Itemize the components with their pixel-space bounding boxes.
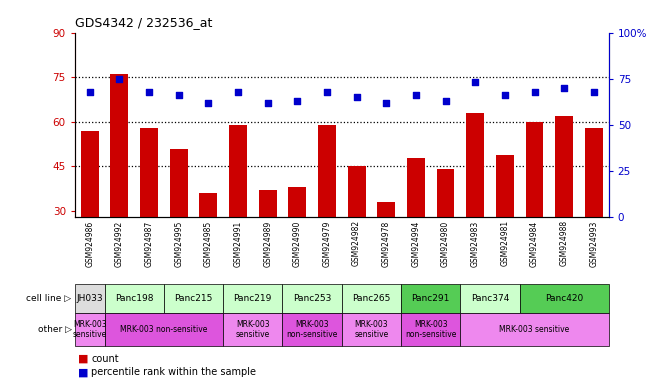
Text: GSM924990: GSM924990 bbox=[293, 220, 302, 267]
Text: ■: ■ bbox=[78, 367, 89, 377]
Text: Panc198: Panc198 bbox=[115, 294, 154, 303]
Text: JH033: JH033 bbox=[76, 294, 103, 303]
Bar bbox=[519, 284, 609, 313]
Point bbox=[85, 89, 95, 95]
Bar bbox=[342, 313, 401, 346]
Text: MRK-003
non-sensitive: MRK-003 non-sensitive bbox=[405, 319, 456, 339]
Text: GSM924995: GSM924995 bbox=[174, 220, 183, 267]
Text: GSM924992: GSM924992 bbox=[115, 220, 124, 266]
Bar bbox=[199, 193, 217, 300]
Text: GSM924987: GSM924987 bbox=[145, 220, 154, 266]
Bar bbox=[288, 187, 306, 300]
Bar bbox=[496, 154, 514, 300]
Point bbox=[262, 99, 273, 106]
Text: GSM924982: GSM924982 bbox=[352, 220, 361, 266]
Bar bbox=[105, 284, 164, 313]
Text: Panc265: Panc265 bbox=[352, 294, 391, 303]
Bar bbox=[258, 190, 277, 300]
Point bbox=[411, 92, 421, 98]
Text: Panc374: Panc374 bbox=[471, 294, 509, 303]
Point bbox=[114, 76, 124, 82]
Text: GSM924994: GSM924994 bbox=[411, 220, 421, 267]
Bar bbox=[283, 284, 342, 313]
Bar bbox=[460, 313, 609, 346]
Text: Panc420: Panc420 bbox=[545, 294, 583, 303]
Text: GSM924981: GSM924981 bbox=[501, 220, 509, 266]
Bar bbox=[318, 125, 336, 300]
Bar bbox=[223, 284, 283, 313]
Bar bbox=[283, 313, 342, 346]
Point bbox=[322, 89, 332, 95]
Point bbox=[292, 98, 303, 104]
Bar bbox=[378, 202, 395, 300]
Bar bbox=[105, 313, 223, 346]
Text: percentile rank within the sample: percentile rank within the sample bbox=[91, 367, 256, 377]
Text: count: count bbox=[91, 354, 118, 364]
Point bbox=[559, 85, 570, 91]
Text: GSM924978: GSM924978 bbox=[381, 220, 391, 266]
Text: GSM924979: GSM924979 bbox=[322, 220, 331, 267]
Text: cell line ▷: cell line ▷ bbox=[27, 294, 72, 303]
Bar bbox=[75, 284, 105, 313]
Bar bbox=[170, 149, 187, 300]
Point bbox=[589, 89, 599, 95]
Bar bbox=[348, 166, 365, 300]
Bar bbox=[223, 313, 283, 346]
Text: GSM924991: GSM924991 bbox=[234, 220, 242, 266]
Point bbox=[233, 89, 243, 95]
Bar bbox=[401, 284, 460, 313]
Text: ■: ■ bbox=[78, 354, 89, 364]
Text: MRK-003
sensitive: MRK-003 sensitive bbox=[236, 319, 270, 339]
Text: GSM924988: GSM924988 bbox=[560, 220, 569, 266]
Bar bbox=[164, 284, 223, 313]
Point bbox=[173, 92, 184, 98]
Text: MRK-003
non-sensitive: MRK-003 non-sensitive bbox=[286, 319, 338, 339]
Text: Panc215: Panc215 bbox=[174, 294, 213, 303]
Text: GSM924983: GSM924983 bbox=[471, 220, 480, 266]
Text: GSM924985: GSM924985 bbox=[204, 220, 213, 266]
Text: GDS4342 / 232536_at: GDS4342 / 232536_at bbox=[75, 16, 212, 29]
Point bbox=[144, 89, 154, 95]
Text: Panc219: Panc219 bbox=[234, 294, 272, 303]
Text: MRK-003
sensitive: MRK-003 sensitive bbox=[72, 319, 107, 339]
Text: GSM924989: GSM924989 bbox=[263, 220, 272, 266]
Bar bbox=[401, 313, 460, 346]
Bar bbox=[229, 125, 247, 300]
Text: GSM924986: GSM924986 bbox=[85, 220, 94, 266]
Bar bbox=[75, 313, 105, 346]
Text: GSM924980: GSM924980 bbox=[441, 220, 450, 266]
Bar bbox=[81, 131, 98, 300]
Text: MRK-003 non-sensitive: MRK-003 non-sensitive bbox=[120, 325, 208, 334]
Bar bbox=[342, 284, 401, 313]
Bar bbox=[140, 128, 158, 300]
Text: GSM924993: GSM924993 bbox=[589, 220, 598, 267]
Bar bbox=[111, 74, 128, 300]
Point bbox=[470, 79, 480, 86]
Bar bbox=[407, 157, 425, 300]
Text: GSM924984: GSM924984 bbox=[530, 220, 539, 266]
Point bbox=[352, 94, 362, 100]
Point bbox=[440, 98, 450, 104]
Point bbox=[203, 99, 214, 106]
Point bbox=[381, 99, 391, 106]
Text: Panc253: Panc253 bbox=[293, 294, 331, 303]
Text: Panc291: Panc291 bbox=[411, 294, 450, 303]
Bar bbox=[437, 169, 454, 300]
Text: other ▷: other ▷ bbox=[38, 325, 72, 334]
Bar bbox=[460, 284, 519, 313]
Text: MRK-003 sensitive: MRK-003 sensitive bbox=[499, 325, 570, 334]
Point bbox=[529, 89, 540, 95]
Bar bbox=[466, 113, 484, 300]
Point bbox=[500, 92, 510, 98]
Bar bbox=[585, 128, 603, 300]
Bar bbox=[525, 122, 544, 300]
Bar bbox=[555, 116, 573, 300]
Text: MRK-003
sensitive: MRK-003 sensitive bbox=[354, 319, 389, 339]
